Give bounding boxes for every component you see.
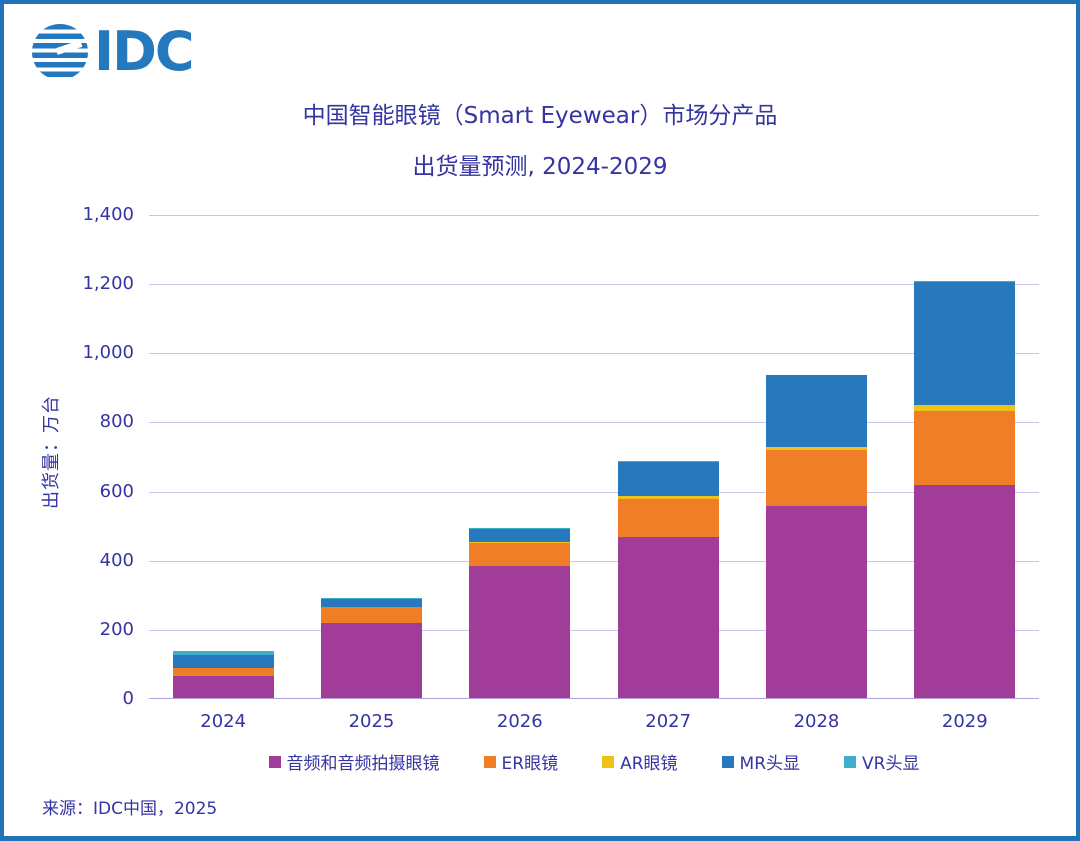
legend-label-2: AR眼镜 xyxy=(620,754,678,774)
source-note: 来源：IDC中国，2025 xyxy=(42,799,218,819)
bar-2029-segment-1 xyxy=(914,411,1016,486)
bar-2026-segment-0 xyxy=(469,566,571,698)
idc-logo-text: IDC xyxy=(94,20,195,83)
bar-2026-segment-1 xyxy=(469,543,571,567)
y-tick-label-800: 800 xyxy=(99,411,134,433)
bar-2025-segment-4 xyxy=(321,597,422,600)
bar-2025 xyxy=(321,597,422,698)
legend-item-2: AR眼镜 xyxy=(602,749,678,774)
x-label-2025: 2025 xyxy=(348,711,395,732)
bar-2027-segment-3 xyxy=(617,461,719,497)
bar-2028 xyxy=(766,374,867,698)
legend: 音频和音频拍摄眼镜 ER眼镜 AR眼镜 MR头显 VR头显 xyxy=(149,749,1039,774)
x-label-2028: 2028 xyxy=(793,711,840,732)
legend-item-4: VR头显 xyxy=(844,749,919,774)
plot-area xyxy=(149,215,1039,699)
bar-2024-segment-4 xyxy=(172,651,274,655)
gridline-600 xyxy=(149,491,1039,493)
y-tick-label-1400: 1,400 xyxy=(82,204,134,225)
y-tick-label-400: 400 xyxy=(99,549,134,571)
gridline-400 xyxy=(149,560,1039,562)
legend-label-1: ER眼镜 xyxy=(501,754,559,774)
bar-2029-segment-2 xyxy=(914,404,1016,412)
bar-2026 xyxy=(469,527,571,698)
legend-swatch-icon xyxy=(602,755,615,768)
legend-swatch-icon xyxy=(483,755,496,768)
chart-title-line2: 出货量预测, 2024-2029 xyxy=(412,154,668,180)
x-label-2029: 2029 xyxy=(941,711,988,732)
bar-2027 xyxy=(617,460,719,698)
legend-item-0: 音频和音频拍摄眼镜 xyxy=(268,749,440,774)
bar-2028-segment-2 xyxy=(766,447,867,451)
x-label-2024: 2024 xyxy=(200,711,247,732)
gridline-1400 xyxy=(149,215,1039,216)
bar-2024-segment-3 xyxy=(172,654,274,668)
bar-2029-segment-3 xyxy=(914,281,1016,405)
bar-2024-segment-0 xyxy=(172,676,274,698)
bar-2028-segment-0 xyxy=(766,505,867,698)
bar-2029 xyxy=(914,281,1016,698)
bar-2028-segment-4 xyxy=(766,374,867,376)
bar-2028-segment-3 xyxy=(766,375,867,448)
chart-title-line1: 中国智能眼镜（Smart Eyewear）市场分产品 xyxy=(302,103,778,129)
bar-2024-segment-1 xyxy=(172,667,274,677)
y-tick-label-200: 200 xyxy=(99,618,134,640)
x-label-2026: 2026 xyxy=(496,711,543,732)
legend-swatch-icon xyxy=(268,755,281,768)
gridline-800 xyxy=(149,422,1039,424)
legend-item-1: ER眼镜 xyxy=(483,749,559,774)
gridline-1200 xyxy=(149,284,1039,286)
bar-2027-segment-0 xyxy=(617,536,719,698)
chart-title: 中国智能眼镜（Smart Eyewear）市场分产品 出货量预测, 2024-2… xyxy=(4,96,1076,181)
y-tick-label-1200: 1,200 xyxy=(82,273,134,295)
bar-2025-segment-0 xyxy=(321,623,422,698)
bar-2026-segment-4 xyxy=(469,527,571,530)
bar-2029-segment-0 xyxy=(914,485,1016,698)
idc-globe-icon xyxy=(32,24,88,80)
bar-2027-segment-1 xyxy=(617,499,719,537)
x-axis-line xyxy=(149,698,1039,699)
legend-swatch-icon xyxy=(721,755,734,768)
bar-2026-segment-2 xyxy=(469,542,571,544)
bar-2027-segment-4 xyxy=(617,460,719,462)
legend-label-0: 音频和音频拍摄眼镜 xyxy=(286,754,440,774)
legend-swatch-icon xyxy=(844,755,857,768)
legend-label-4: VR头显 xyxy=(862,754,920,774)
bar-2025-segment-2 xyxy=(321,606,422,608)
bar-2025-segment-1 xyxy=(321,607,422,624)
y-tick-label-1000: 1,000 xyxy=(82,342,134,364)
bar-2028-segment-1 xyxy=(766,450,867,506)
x-label-2027: 2027 xyxy=(645,711,692,732)
idc-logo: IDC xyxy=(32,20,195,83)
bar-2027-segment-2 xyxy=(617,496,719,500)
legend-item-3: MR头显 xyxy=(721,749,801,774)
bar-2026-segment-3 xyxy=(469,529,571,543)
y-tick-label-600: 600 xyxy=(99,480,134,502)
bar-2024 xyxy=(172,651,274,698)
y-tick-label-0: 0 xyxy=(122,688,134,709)
gridline-200 xyxy=(149,629,1039,631)
gridline-1000 xyxy=(149,353,1039,355)
bar-2025-segment-3 xyxy=(321,599,422,607)
legend-label-3: MR头显 xyxy=(739,754,801,774)
